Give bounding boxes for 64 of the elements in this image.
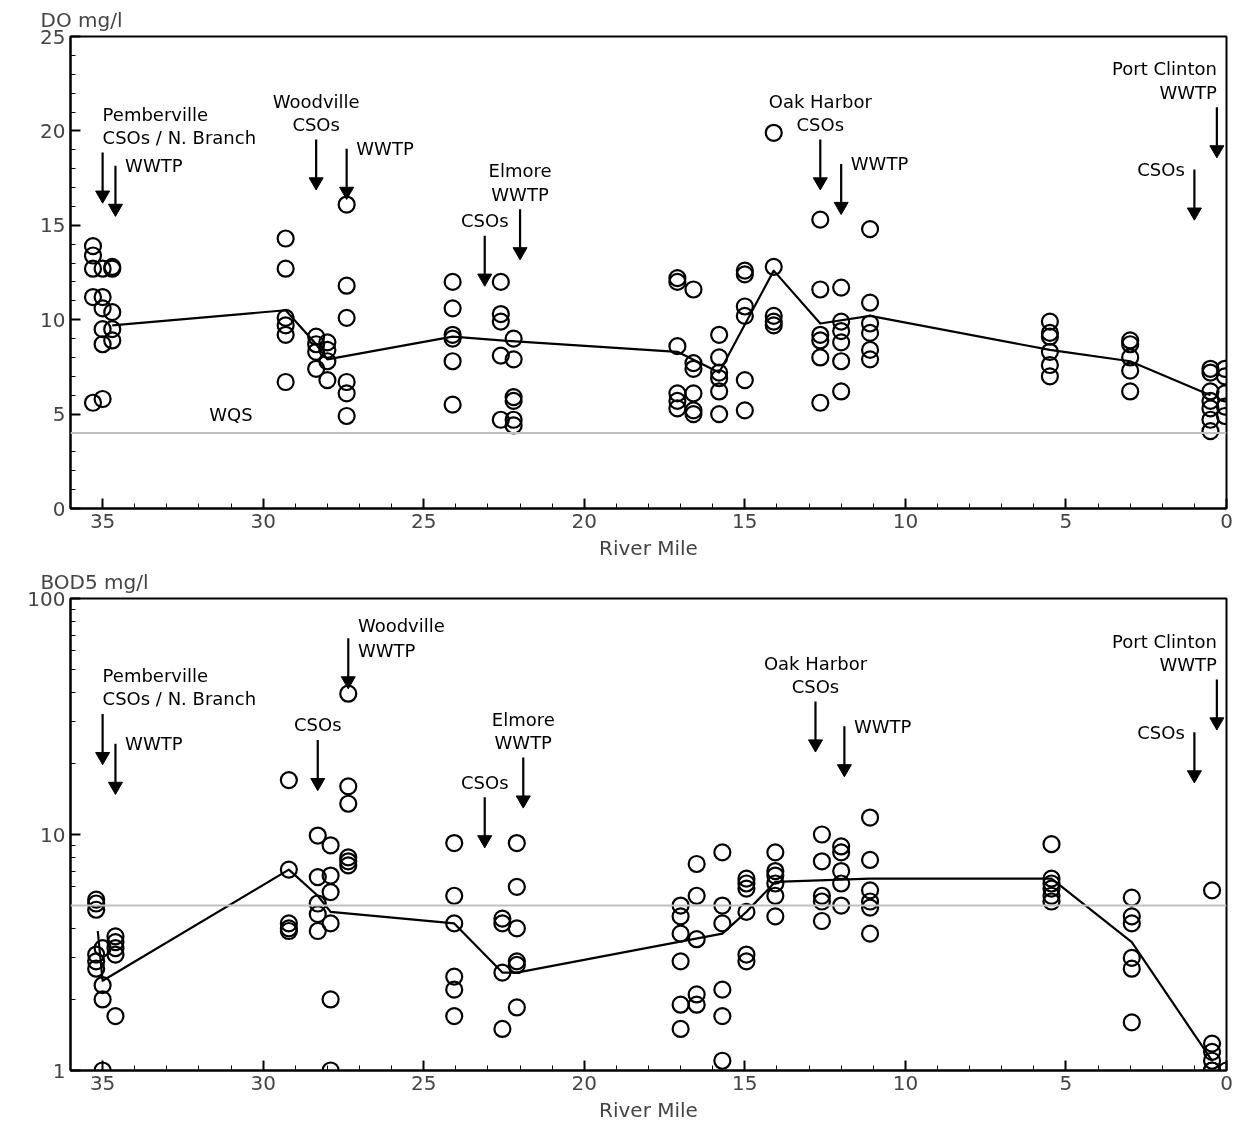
annotation: Woodville CSOs — [272, 90, 360, 135]
annotation: WWTP — [356, 138, 414, 160]
point — [95, 751, 111, 766]
y-tick-label: 10 — [40, 822, 66, 847]
x-tick-label: 35 — [89, 1070, 116, 1095]
annotation: Oak Harbor CSOs — [768, 90, 873, 135]
point — [812, 177, 828, 191]
annotation: Port Clinton WWTP — [1112, 630, 1218, 675]
x-tick-label: 10 — [892, 1070, 919, 1095]
annotation: CSOs — [1137, 159, 1185, 181]
annotation: CSOs — [293, 714, 342, 736]
x-tick-label: 25 — [411, 508, 437, 533]
y-tick-label: 20 — [40, 118, 66, 143]
point — [833, 201, 849, 215]
point — [308, 177, 324, 191]
annotation: Oak Harbor CSOs — [763, 652, 868, 697]
annotation: WWTP — [850, 153, 909, 175]
annotation: Port Clinton WWTP — [1112, 58, 1218, 103]
x-axis-title: River Mile — [599, 535, 698, 560]
y-tick-label: 10 — [40, 307, 66, 332]
annotation: WWTP — [125, 733, 183, 755]
point — [310, 778, 326, 792]
annotation: WWTP — [854, 715, 912, 737]
x-tick-label: 0 — [1220, 508, 1233, 533]
ref-line-label: WQS — [209, 403, 253, 425]
point — [95, 190, 111, 204]
x-tick-label: 25 — [411, 1070, 437, 1095]
annotation: Pemberville CSOs / N. Branch — [102, 665, 257, 710]
x-tick-label: 0 — [1220, 1070, 1233, 1095]
x-tick-label: 30 — [250, 1070, 276, 1095]
annotation: Pemberville CSOs / N. Branch — [102, 103, 257, 148]
annotation: Elmore WWTP — [488, 160, 552, 205]
annotation: CSOs — [1137, 721, 1185, 743]
point — [1209, 145, 1225, 159]
y-tick-label: 15 — [40, 213, 66, 238]
point — [807, 739, 823, 753]
point — [340, 676, 356, 690]
x-tick-label: 30 — [250, 508, 276, 533]
point — [1209, 717, 1225, 731]
annotation: Elmore WWTP — [491, 708, 555, 753]
x-tick-label: 15 — [732, 508, 758, 533]
x-tick-label: 15 — [732, 1070, 758, 1095]
point — [107, 203, 123, 217]
point — [515, 795, 531, 809]
y-tick-label: 1 — [52, 1058, 66, 1083]
annotation: WWTP — [125, 155, 183, 177]
x-tick-label: 5 — [1059, 508, 1073, 533]
x-tick-label: 20 — [571, 1070, 598, 1095]
point — [836, 764, 852, 778]
x-tick-label: 10 — [892, 508, 919, 533]
point — [1186, 770, 1202, 784]
point — [477, 273, 493, 287]
y-tick-label: 5 — [52, 402, 66, 427]
annotation: CSOs — [460, 209, 509, 231]
x-tick-label: 5 — [1059, 1070, 1073, 1095]
x-axis-title: River Mile — [599, 1097, 698, 1122]
point — [107, 781, 123, 795]
annotation: Woodville WWTP — [357, 615, 445, 662]
point — [512, 247, 528, 261]
point — [1186, 207, 1202, 221]
x-tick-label: 35 — [89, 508, 116, 533]
point — [477, 835, 493, 849]
annotation: CSOs — [460, 771, 509, 793]
x-tick-label: 20 — [571, 508, 598, 533]
